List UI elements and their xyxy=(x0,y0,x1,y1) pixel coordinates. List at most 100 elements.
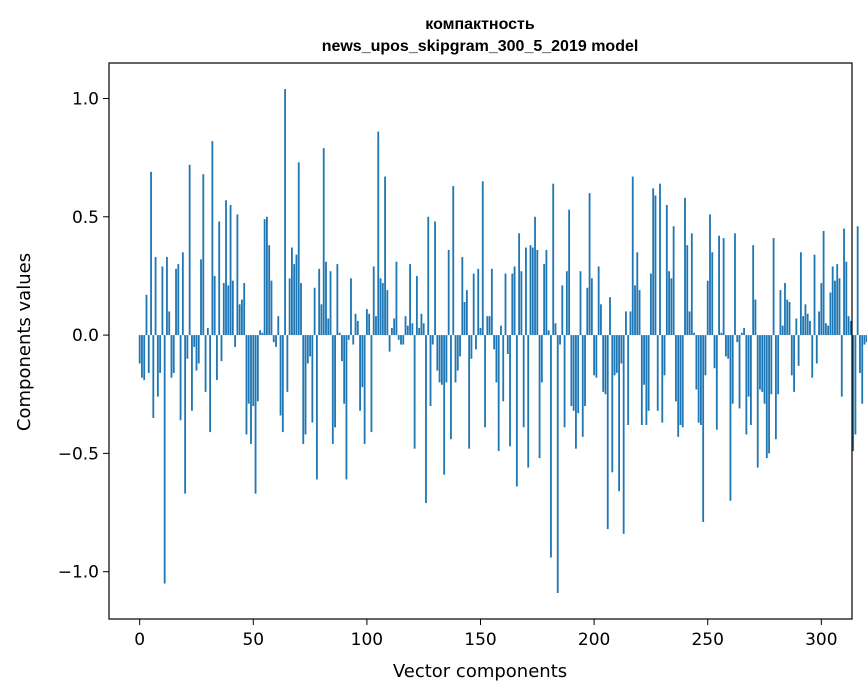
bar xyxy=(363,335,366,444)
bar xyxy=(475,335,477,350)
bar xyxy=(350,278,352,336)
bar xyxy=(663,335,666,376)
bar xyxy=(497,335,500,452)
bar xyxy=(393,318,396,336)
bar xyxy=(506,335,509,355)
bar xyxy=(434,221,436,336)
bar xyxy=(461,257,464,336)
y-tick-label: −1.0 xyxy=(58,563,99,583)
bar xyxy=(195,335,198,371)
bar xyxy=(747,335,750,397)
bar xyxy=(786,299,789,336)
bar xyxy=(163,335,166,584)
bar xyxy=(418,327,421,336)
plot-area-frame xyxy=(108,62,853,620)
bar xyxy=(409,264,411,336)
bar xyxy=(270,280,273,336)
bar xyxy=(306,335,309,364)
bar xyxy=(411,323,414,336)
bar xyxy=(431,335,434,345)
bar xyxy=(365,309,368,336)
bar xyxy=(395,261,398,336)
bar xyxy=(488,316,491,336)
bar xyxy=(381,283,384,336)
bar xyxy=(302,335,305,444)
x-tick-label: 50 xyxy=(242,630,264,650)
bar xyxy=(802,316,805,336)
bar xyxy=(247,335,250,404)
bar xyxy=(141,335,143,378)
bar xyxy=(327,318,330,336)
bar xyxy=(856,226,859,336)
bar xyxy=(834,280,836,336)
bar xyxy=(611,335,614,473)
bar xyxy=(484,335,486,428)
bar xyxy=(138,335,141,364)
bar xyxy=(824,323,827,336)
bar xyxy=(250,335,252,444)
chart-title-line-1: компактность xyxy=(425,16,535,33)
bar xyxy=(472,273,475,336)
bar xyxy=(581,335,584,437)
bar xyxy=(761,335,764,392)
bar xyxy=(843,228,845,336)
bar xyxy=(722,238,725,336)
bar xyxy=(479,327,482,336)
bar xyxy=(643,335,646,385)
bar xyxy=(788,301,791,336)
bar xyxy=(150,171,152,336)
bar xyxy=(354,313,357,336)
bar xyxy=(738,335,741,409)
bar xyxy=(222,283,225,336)
bar xyxy=(831,266,834,336)
bar xyxy=(343,335,346,404)
bar xyxy=(518,233,521,336)
bar xyxy=(520,271,523,336)
bar xyxy=(322,148,325,336)
bar xyxy=(595,335,598,378)
bar xyxy=(538,335,541,459)
bar xyxy=(565,271,568,336)
bar xyxy=(384,176,386,336)
bar xyxy=(715,335,718,430)
bar xyxy=(697,335,700,423)
bar xyxy=(575,335,577,449)
bar xyxy=(379,278,382,336)
bar xyxy=(304,335,307,435)
bar xyxy=(686,245,689,336)
bar xyxy=(470,335,473,359)
bar xyxy=(670,278,673,336)
bar xyxy=(293,264,296,336)
bar xyxy=(175,268,177,336)
bar xyxy=(347,335,350,340)
bar xyxy=(513,266,516,336)
y-axis-label: Components values xyxy=(14,253,35,431)
bar xyxy=(331,335,334,444)
bar xyxy=(377,131,380,336)
bar xyxy=(420,313,423,336)
bar xyxy=(254,335,257,494)
bar xyxy=(313,287,316,336)
bar xyxy=(284,89,286,336)
bar xyxy=(227,285,230,336)
bar xyxy=(172,335,175,373)
bar xyxy=(277,316,280,336)
bar xyxy=(352,335,355,345)
bar xyxy=(695,335,698,390)
bar xyxy=(618,335,621,492)
bar xyxy=(320,304,323,336)
bar xyxy=(495,335,498,383)
bar xyxy=(774,335,777,440)
bar xyxy=(625,311,627,336)
bar xyxy=(529,245,532,336)
bar xyxy=(186,335,189,359)
y-tick-label: 0.0 xyxy=(72,326,99,346)
bar xyxy=(334,335,336,428)
bar xyxy=(504,273,507,336)
bar xyxy=(218,221,221,336)
bar xyxy=(436,335,439,371)
bar xyxy=(765,335,768,459)
bar xyxy=(450,335,452,440)
bar xyxy=(397,335,400,340)
y-tick-label: 0.5 xyxy=(72,208,99,228)
